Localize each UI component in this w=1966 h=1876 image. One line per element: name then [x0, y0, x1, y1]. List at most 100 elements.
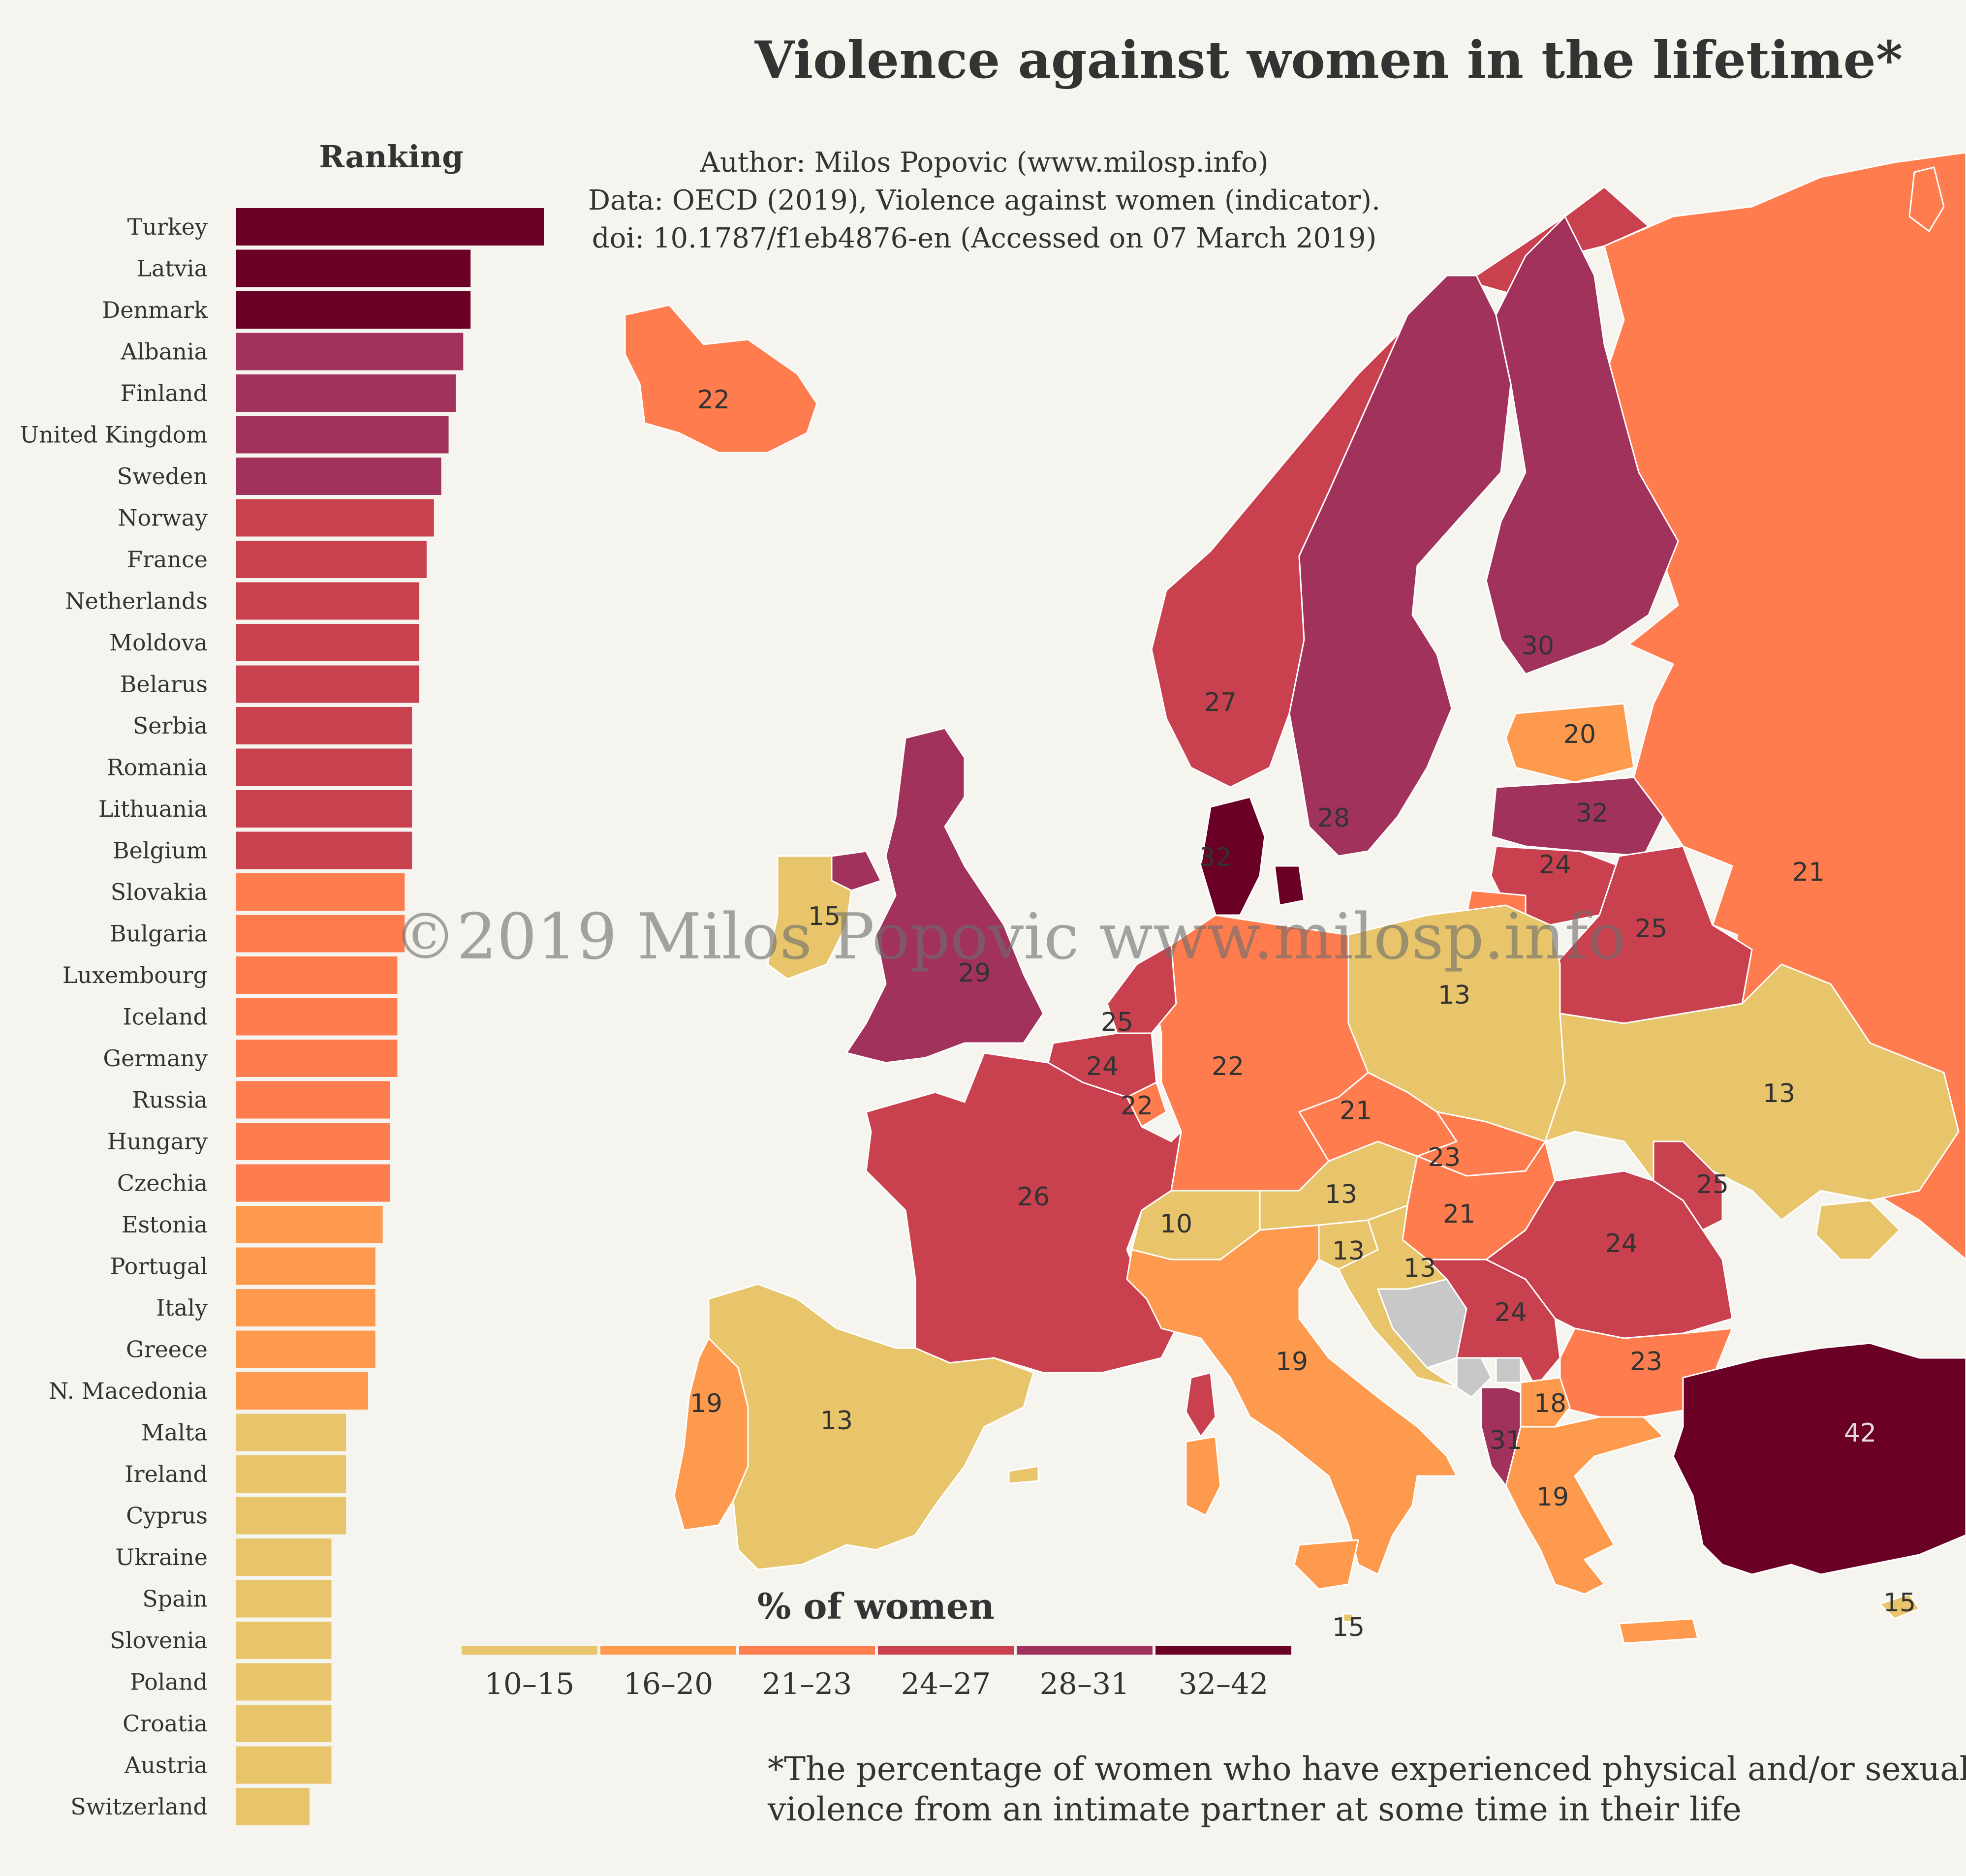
bar-austria — [236, 1746, 332, 1784]
map-label-greece: 19 — [1536, 1482, 1569, 1512]
map-label-hungary: 21 — [1443, 1199, 1475, 1229]
bar-lithuania — [236, 790, 412, 828]
map-label-italy: 19 — [1276, 1347, 1308, 1377]
bar-label-switzerland: Switzerland — [70, 1793, 208, 1820]
bar-label-latvia: Latvia — [136, 255, 208, 282]
bar-denmark — [236, 291, 471, 329]
bar-label-cyprus: Cyprus — [126, 1503, 208, 1529]
bar-label-luxembourg: Luxembourg — [62, 962, 208, 988]
bar-italy — [236, 1289, 375, 1326]
bar-belarus — [236, 665, 420, 703]
legend: 10–15 16–20 21–23 24–27 28–31 32–42 — [462, 1646, 1291, 1701]
bar-label-belarus: Belarus — [120, 671, 208, 698]
map-label-norway: 27 — [1204, 688, 1237, 717]
country-cyprus — [1879, 1593, 1920, 1620]
bar-moldova — [236, 624, 420, 661]
map-label-sweden: 28 — [1317, 803, 1350, 833]
footnote-line-2: violence from an intimate partner at som… — [768, 1790, 1742, 1828]
map-label-germany: 22 — [1212, 1052, 1244, 1081]
island-sicily — [1293, 1539, 1359, 1590]
legend-title: % of women — [757, 1585, 995, 1627]
bar-greece — [236, 1330, 375, 1368]
bar-label-n-macedonia: N. Macedonia — [49, 1378, 208, 1404]
bar-malta — [236, 1414, 346, 1451]
bar-label-portugal: Portugal — [110, 1253, 208, 1280]
country-kosovo-no-data — [1495, 1357, 1522, 1384]
island-crete — [1618, 1618, 1699, 1644]
legend-label-4: 28–31 — [1040, 1667, 1130, 1701]
bar-serbia — [236, 707, 412, 744]
bar-croatia — [236, 1705, 332, 1742]
map-label-romania: 24 — [1605, 1229, 1638, 1259]
bar-label-russia: Russia — [132, 1087, 208, 1113]
map-label-slovakia: 23 — [1428, 1143, 1461, 1172]
island-zealand — [1274, 865, 1305, 906]
bar-label-greece: Greece — [126, 1336, 208, 1363]
bar-label-netherlands: Netherlands — [65, 588, 208, 615]
bar-ukraine — [236, 1538, 332, 1576]
bar-cyprus — [236, 1497, 346, 1535]
legend-swatch-2 — [739, 1646, 875, 1655]
bar-albania — [236, 333, 464, 370]
bar-portugal — [236, 1247, 375, 1285]
bar-label-norway: Norway — [118, 505, 208, 531]
bar-label-united-kingdom: United Kingdom — [20, 422, 208, 448]
bar-germany — [236, 1040, 398, 1077]
legend-label-5: 32–42 — [1179, 1667, 1269, 1701]
bar-iceland — [236, 998, 398, 1036]
bar-romania — [236, 748, 412, 786]
bar-label-ireland: Ireland — [125, 1461, 208, 1487]
bar-slovakia — [236, 873, 405, 911]
bar-label-turkey: Turkey — [127, 214, 208, 240]
country-portugal — [673, 1337, 749, 1531]
map-label-north-macedonia: 18 — [1534, 1389, 1566, 1418]
country-italy — [1126, 1224, 1458, 1575]
country-ireland — [767, 855, 852, 980]
map-value-labels: 22 27 28 30 20 32 24 25 21 32 15 29 25 2… — [690, 385, 1916, 1642]
country-romania — [1485, 1170, 1733, 1339]
bar-belgium — [236, 831, 412, 869]
page-title: Violence against women in the lifetime* — [754, 30, 1903, 90]
country-sweden — [1288, 275, 1512, 857]
credits-author: Author: Milos Popovic (www.milosp.info) — [700, 147, 1269, 179]
country-united-kingdom — [845, 727, 1044, 1064]
bar-label-czechia: Czechia — [117, 1170, 208, 1197]
legend-label-3: 24–27 — [901, 1667, 991, 1701]
map-label-austria: 13 — [1325, 1180, 1357, 1209]
island-russia-arctic — [1908, 166, 1945, 232]
footnote-line-1: *The percentage of women who have experi… — [768, 1750, 1966, 1788]
map-label-lithuania: 24 — [1539, 850, 1571, 880]
bar-label-moldova: Moldova — [109, 629, 208, 656]
bar-label-serbia: Serbia — [133, 712, 208, 739]
bar-label-austria: Austria — [124, 1752, 208, 1779]
bar-label-albania: Albania — [120, 338, 208, 365]
bar-sweden — [236, 458, 441, 495]
bar-turkey — [236, 208, 544, 246]
bar-latvia — [236, 249, 471, 287]
legend-label-2: 21–23 — [762, 1667, 852, 1701]
map-label-iceland: 22 — [697, 385, 730, 415]
map-label-portugal: 19 — [690, 1389, 722, 1418]
map-label-france: 26 — [1017, 1182, 1050, 1212]
country-greece — [1505, 1416, 1664, 1595]
map-label-poland: 13 — [1438, 981, 1470, 1010]
map-label-finland: 30 — [1522, 631, 1554, 661]
map-label-ukraine: 13 — [1763, 1079, 1795, 1108]
map-label-united-kingdom: 29 — [958, 958, 991, 988]
map-label-serbia: 24 — [1495, 1298, 1527, 1327]
bar-label-slovakia: Slovakia — [111, 879, 208, 905]
bar-label-lithuania: Lithuania — [98, 796, 208, 822]
bar-hungary — [236, 1123, 390, 1160]
europe-map — [624, 152, 1966, 1644]
map-label-moldova: 25 — [1696, 1170, 1729, 1199]
bar-label-denmark: Denmark — [102, 297, 208, 323]
region-crimea — [1815, 1199, 1901, 1261]
credits-block: Author: Milos Popovic (www.milosp.info) … — [522, 144, 1447, 257]
bar-russia — [236, 1081, 390, 1119]
ranking-bar-chart: Turkey Latvia Denmark Albania Finland United … — [20, 208, 544, 1825]
legend-label-1: 16–20 — [624, 1667, 714, 1701]
map-label-spain: 13 — [820, 1406, 853, 1436]
bar-label-iceland: Iceland — [123, 1004, 208, 1030]
country-bosnia-no-data — [1377, 1278, 1467, 1369]
bar-label-belgium: Belgium — [113, 837, 208, 864]
